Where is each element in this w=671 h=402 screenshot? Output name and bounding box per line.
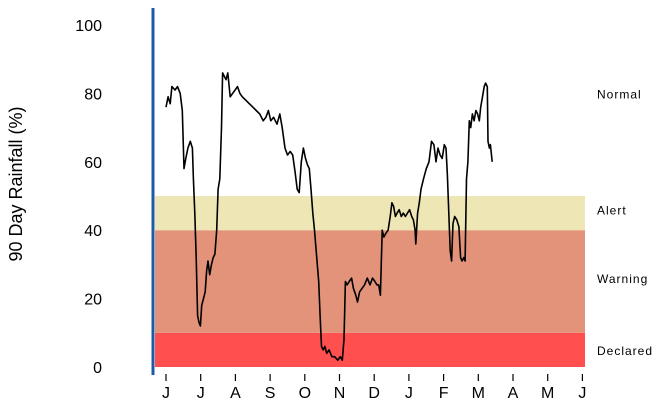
x-tick-label-6: D	[368, 385, 380, 402]
y-tick-label-80: 80	[84, 86, 102, 103]
x-tick-label-5: N	[334, 385, 346, 402]
x-tick-label-3: S	[265, 385, 276, 402]
y-tick-labels: 0 20 40 60 80 100	[75, 18, 102, 377]
threshold-bands	[155, 196, 585, 367]
y-tick-label-60: 60	[84, 155, 102, 172]
x-tick-label-9: M	[472, 385, 485, 402]
band-warning	[155, 230, 585, 333]
x-tick-label-2: A	[230, 385, 241, 402]
band-label-declared: Declared	[597, 344, 653, 358]
series-line-0	[165, 72, 493, 361]
y-tick-label-0: 0	[93, 360, 102, 377]
band-alert	[155, 196, 585, 231]
band-label-normal: Normal	[597, 87, 642, 101]
x-tick-label-8: F	[439, 385, 449, 402]
x-tick-label-1: J	[197, 385, 205, 402]
rainfall-series	[165, 72, 493, 361]
x-tick-label-0: J	[162, 385, 170, 402]
x-tick-label-11: M	[541, 385, 554, 402]
x-tick-label-4: O	[299, 385, 311, 402]
band-declared	[155, 332, 585, 367]
y-tick-label-100: 100	[75, 18, 102, 35]
x-tick-label-10: A	[508, 385, 519, 402]
band-label-warning: Warning	[597, 272, 648, 286]
y-axis-title: 90 Day Rainfall (%)	[6, 106, 26, 261]
band-label-alert: Alert	[597, 204, 627, 218]
x-tick-label-12: J	[578, 385, 586, 402]
y-tick-label-40: 40	[84, 223, 102, 240]
y-tick-label-20: 20	[84, 292, 102, 309]
band-labels: Declared Warning Alert Normal	[597, 87, 653, 358]
axes	[151, 8, 584, 381]
x-tick-label-7: J	[405, 385, 413, 402]
